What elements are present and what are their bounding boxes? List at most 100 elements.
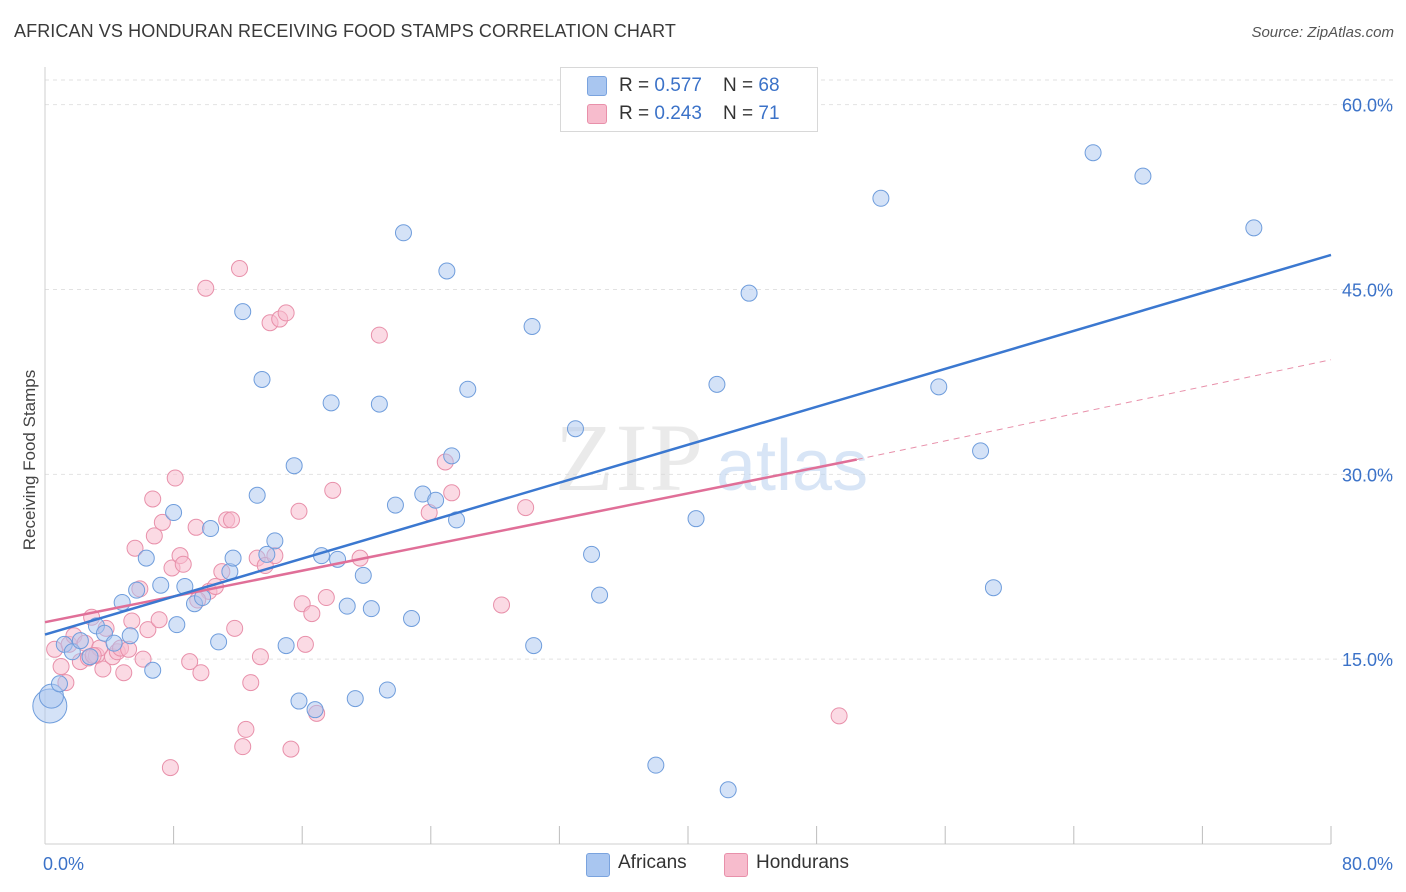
- african-point: [152, 576, 170, 594]
- african-point: [234, 303, 252, 321]
- african-point: [258, 545, 276, 563]
- honduran-point: [139, 621, 157, 639]
- bottom-legend-label-africans: Africans: [618, 852, 687, 873]
- watermark-atlas: atlas: [716, 426, 868, 506]
- african-point: [81, 648, 99, 666]
- african-point: [523, 317, 541, 335]
- trend-lines: [44, 253, 1332, 636]
- african-point: [137, 549, 155, 567]
- watermark: ZIP atlas: [555, 404, 868, 511]
- african-point: [144, 661, 162, 679]
- honduran-point: [282, 740, 300, 758]
- honduran-point: [317, 589, 335, 607]
- honduran-point: [52, 658, 70, 676]
- legend-n-label: N =: [723, 103, 759, 124]
- honduran-point: [197, 279, 215, 297]
- african-point: [338, 597, 356, 615]
- honduran-point: [134, 650, 152, 668]
- african-point: [403, 609, 421, 627]
- african-point: [370, 395, 388, 413]
- honduran-point: [830, 707, 848, 725]
- source-label: Source: ZipAtlas.com: [1251, 24, 1394, 41]
- honduran-point: [226, 619, 244, 637]
- african-point: [1134, 167, 1152, 185]
- african-point: [583, 545, 601, 563]
- african-point: [266, 532, 284, 550]
- honduran-point: [150, 611, 168, 629]
- x-tick-label-min: 0.0%: [43, 854, 84, 874]
- african-point: [354, 566, 372, 584]
- african-point: [285, 457, 303, 475]
- honduran-point: [222, 511, 240, 529]
- african-point: [210, 633, 228, 651]
- african-point: [1245, 219, 1263, 237]
- africans-trend-line: [44, 253, 1332, 636]
- legend-swatch-africans: [587, 76, 607, 96]
- honduran-point: [370, 326, 388, 344]
- honduran-point: [290, 502, 308, 520]
- correlation-legend: R = 0.577 N = 68 R = 0.243 N = 71: [560, 67, 818, 132]
- african-point: [566, 420, 584, 438]
- african-point: [248, 486, 266, 504]
- african-point: [253, 370, 271, 388]
- y-tick-label: 15.0%: [1342, 650, 1393, 670]
- african-point: [362, 600, 380, 618]
- legend-n-label: N =: [723, 75, 759, 96]
- y-tick-label: 45.0%: [1342, 280, 1393, 300]
- honduran-point: [166, 469, 184, 487]
- legend-r-value: 0.577: [654, 75, 702, 96]
- chart-title: AFRICAN VS HONDURAN RECEIVING FOOD STAMP…: [14, 21, 676, 41]
- honduran-point: [174, 555, 192, 573]
- honduran-point: [153, 513, 171, 531]
- honduran-point: [187, 518, 205, 536]
- honduran-point: [277, 304, 295, 322]
- african-point: [71, 632, 89, 650]
- african-point: [277, 637, 295, 655]
- y-tick-label: 60.0%: [1342, 96, 1393, 116]
- axes: [44, 67, 1332, 845]
- honduran-point: [251, 648, 269, 666]
- honduran-point: [517, 499, 535, 517]
- honduran-point: [296, 635, 314, 653]
- african-point: [322, 394, 340, 412]
- african-point: [525, 637, 543, 655]
- hondurans-trend-extension: [856, 359, 1332, 461]
- african-point: [346, 690, 364, 708]
- african-point: [443, 447, 461, 465]
- legend-r-label: R =: [619, 103, 655, 124]
- honduran-point: [161, 759, 179, 777]
- african-point: [740, 284, 758, 302]
- honduran-point: [126, 539, 144, 557]
- legend-r-label: R =: [619, 75, 655, 96]
- hondurans-points: [46, 260, 848, 777]
- legend-n-value: 71: [758, 103, 780, 124]
- grid-lines: [45, 79, 1394, 660]
- african-point: [165, 504, 183, 522]
- african-point: [984, 579, 1002, 597]
- african-point: [708, 375, 726, 393]
- african-point: [105, 634, 123, 652]
- african-point: [168, 616, 186, 634]
- honduran-point: [324, 481, 342, 499]
- legend-swatch-hondurans: [587, 104, 607, 124]
- african-point: [128, 581, 146, 599]
- bottom-legend-swatch-hondurans: [724, 853, 748, 877]
- honduran-point: [181, 653, 199, 671]
- african-point: [394, 224, 412, 242]
- honduran-point: [144, 490, 162, 508]
- legend-r-value: 0.243: [654, 103, 702, 124]
- african-point: [872, 189, 890, 207]
- bottom-legend-swatch-africans: [586, 853, 610, 877]
- honduran-point: [115, 664, 133, 682]
- african-point: [687, 510, 705, 528]
- african-point: [202, 520, 220, 538]
- honduran-point: [123, 612, 141, 630]
- legend-n-value: 68: [758, 75, 780, 96]
- african-point: [306, 701, 324, 719]
- honduran-point: [94, 660, 112, 678]
- honduran-point: [443, 484, 461, 502]
- african-point: [647, 756, 665, 774]
- bottom-legend-label-hondurans: Hondurans: [756, 852, 849, 873]
- tick-labels: 15.0% 30.0% 45.0% 60.0% 0.0% 80.0%: [43, 96, 1393, 874]
